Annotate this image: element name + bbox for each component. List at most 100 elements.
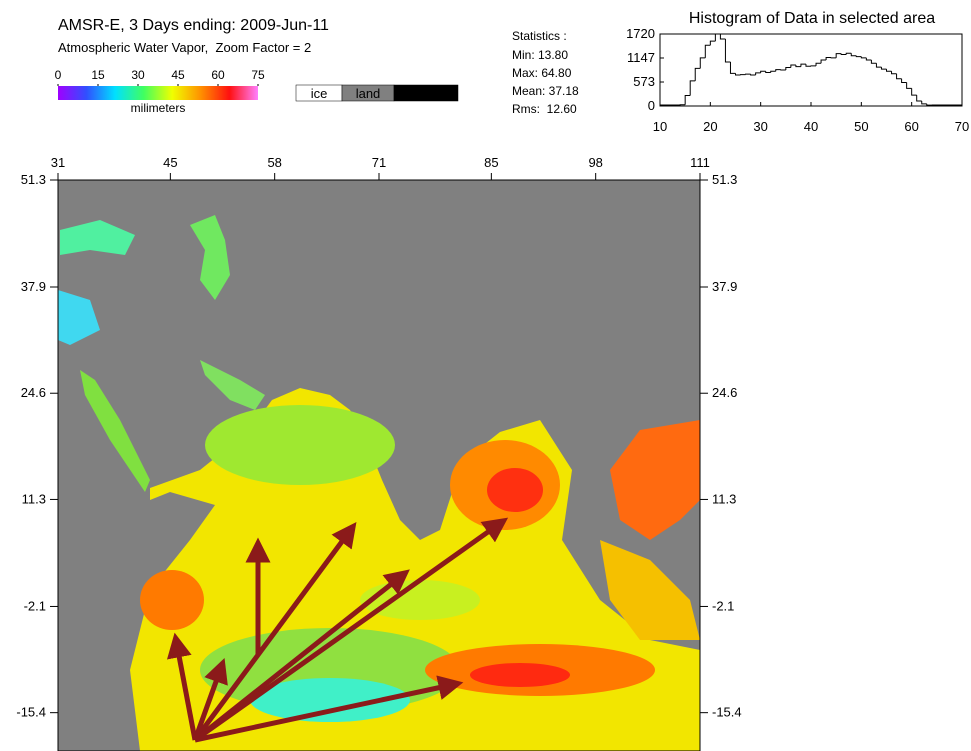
histogram-bin [835,53,842,58]
histogram-bin [901,78,907,84]
legend-label: no data [404,86,448,101]
stat-line: Max: 64.80 [512,66,572,80]
histogram-bin [916,95,922,102]
histogram-bin [724,39,731,63]
black-sea [60,220,135,255]
stat-line: Min: 13.80 [512,48,568,62]
histogram-bin [729,62,736,74]
colorbar-tick-label: 75 [251,68,265,82]
colorbar-tick-label: 45 [171,68,185,82]
legend-label: land [356,86,381,101]
lon-tick-label: 71 [372,155,386,170]
histogram-bin [709,40,716,46]
colorbar-tick-label: 0 [55,68,62,82]
caspian-sea [190,215,230,300]
lat-tick-label: -2.1 [712,598,734,613]
colorbar-label: milimeters [131,101,186,115]
ocean [487,468,543,512]
legend-box [393,84,459,102]
histogram-bin [845,52,852,55]
y-tick-label: 1147 [627,50,655,65]
histogram-bin [719,34,726,40]
lat-tick-label: -15.4 [16,705,46,720]
lon-tick-label: 45 [163,155,177,170]
lon-tick-label: 98 [588,155,602,170]
x-tick-label: 20 [703,119,717,134]
x-tick-label: 30 [753,119,767,134]
arrow [194,675,464,743]
histogram-bin [855,55,862,58]
histogram-bin [760,70,766,73]
stat-line: Rms: 12.60 [512,102,577,116]
ocean [360,580,480,620]
lon-tick-label: 85 [484,155,498,170]
histogram-bin [790,64,796,68]
lat-tick-label: 24.6 [712,385,737,400]
legend-label: ice [311,86,328,101]
mediterranean [58,290,100,345]
persian-gulf [200,360,265,410]
lat-tick-label: 11.3 [712,491,736,506]
colorbar-tick-label: 60 [211,68,225,82]
histogram-bin [735,73,741,76]
histogram-bin [699,57,706,69]
lon-tick-label: 111 [690,155,710,170]
x-tick-label: 60 [904,119,918,134]
x-tick-label: 70 [955,119,969,134]
arrow [192,521,357,742]
ocean [610,420,700,540]
ocean [140,570,204,630]
histogram-bin [870,59,877,64]
histogram-bin [805,64,811,67]
histogram-bin [684,95,691,105]
ocean [470,663,570,687]
histogram-bin [840,53,847,56]
x-tick-label: 50 [854,119,868,134]
histogram-bin [921,100,927,105]
arrows [166,517,509,743]
arrow [192,657,228,741]
x-tick-label: 40 [804,119,818,134]
lat-tick-label: 37.9 [712,279,737,294]
lat-tick-label: 51.3 [21,172,46,187]
ocean [600,540,700,640]
ocean [250,678,410,722]
histogram-bin [926,103,933,106]
lat-tick-label: -15.4 [712,705,742,720]
histogram-bin [911,88,917,96]
histogram-bin [795,64,801,68]
title: AMSR-E, 3 Days ending: 2009-Jun-11 [58,17,329,34]
histogram-bin [886,69,892,72]
histogram-bin [850,53,857,57]
histogram-bin [679,104,686,106]
y-tick-label: 1720 [626,26,655,41]
ocean [205,405,395,485]
histogram-title: Histogram of Data in selected area [689,10,935,27]
x-tick-label: 10 [653,119,667,134]
histogram-bin [875,63,882,68]
histogram-bin [880,67,887,70]
y-tick-label: 573 [633,74,655,89]
lat-tick-label: 51.3 [712,172,737,187]
colorbar-tick-label: 15 [91,68,105,82]
histogram-bin [704,44,711,58]
lat-tick-label: 24.6 [21,385,46,400]
histogram-bin [775,69,781,72]
histogram-bin [714,33,721,42]
red-sea [80,370,150,492]
lat-tick-label: 11.3 [22,491,46,506]
arrow [166,632,198,741]
colorbar-tick-label: 30 [131,68,145,82]
histogram-bin [825,56,832,60]
histogram-bin [765,71,771,74]
lat-tick-label: 37.9 [21,279,46,294]
histogram-bin [755,72,761,76]
lat-tick-label: -2.1 [24,598,46,613]
subtitle: Atmospheric Water Vapor, Zoom Factor = 2 [58,40,311,55]
histogram-bin [896,73,902,80]
histogram-bin [770,70,776,73]
lon-tick-label: 58 [267,155,281,170]
map-image [58,180,700,751]
